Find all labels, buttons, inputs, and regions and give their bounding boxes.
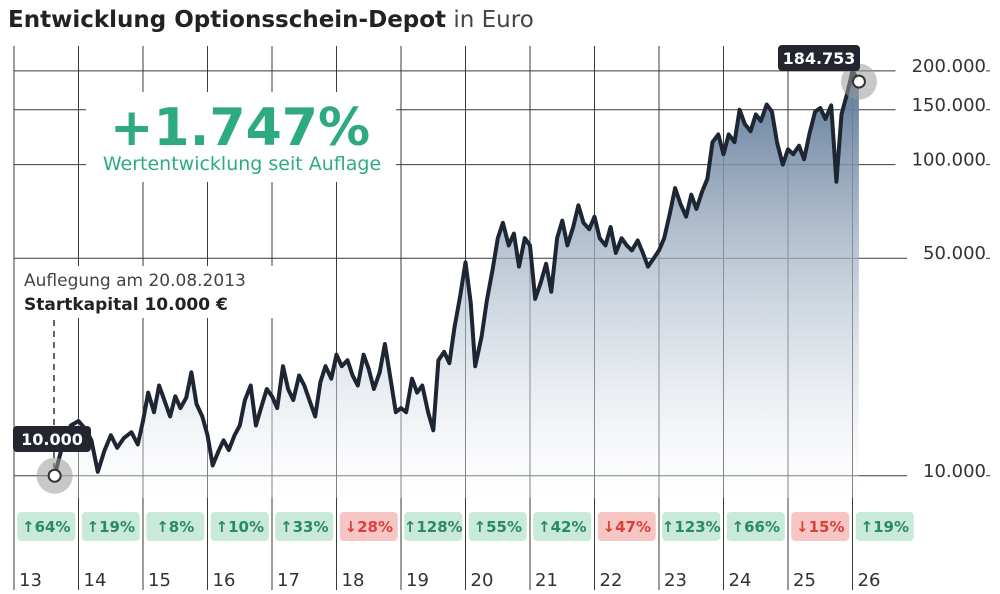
return-badge-text: ↑42% xyxy=(538,518,586,536)
y-tick-bg xyxy=(907,457,986,480)
return-badge-bg xyxy=(597,512,656,541)
x-tick-label: 25 xyxy=(793,570,816,591)
return-badge-text: ↑10% xyxy=(216,518,264,536)
y-tick-bg xyxy=(907,240,986,263)
x-tick-label: 17 xyxy=(277,570,300,591)
launch-annotation: Auflegung am 20.08.2013 Startkapital 10.… xyxy=(20,266,280,468)
return-badge-text: ↑123% xyxy=(662,518,721,536)
chart-title: Entwicklung Optionsschein-Depot in Euro xyxy=(8,7,534,33)
return-badge-20: ↑55% xyxy=(468,512,527,541)
return-badge-bg xyxy=(81,512,140,541)
return-badge-bg xyxy=(855,512,914,541)
area-path xyxy=(54,70,859,499)
y-tick-label: 50.000 xyxy=(923,243,986,264)
return-badge-18: ↓28% xyxy=(339,512,398,541)
start-callout-text: 10.000 xyxy=(21,430,83,449)
launch-capital: Startkapital 10.000 € xyxy=(24,295,228,315)
area-fill xyxy=(54,70,859,499)
start-marker-dot xyxy=(47,468,62,483)
return-badge-text: ↑64% xyxy=(22,518,70,536)
return-badge-15: ↑8% xyxy=(146,512,205,541)
end-marker-dot xyxy=(851,74,866,89)
return-badge-bg xyxy=(17,512,76,541)
headline-box: +1.747% Wertentwicklung seit Auflage xyxy=(86,92,396,182)
return-badge-26: ↑19% xyxy=(855,512,914,541)
headline-value: +1.747% xyxy=(110,98,370,158)
x-tick-label: 19 xyxy=(406,570,429,591)
start-callout: 10.000 xyxy=(13,426,91,452)
y-tick-label: 150.000 xyxy=(912,95,986,116)
end-callout-text: 184.753 xyxy=(783,49,856,68)
return-badge-bg xyxy=(404,512,463,541)
return-badge-text: ↑66% xyxy=(732,518,780,536)
x-tick-label: 14 xyxy=(84,570,107,591)
return-badge-bg xyxy=(468,512,527,541)
return-badge-19: ↑128% xyxy=(404,512,463,541)
return-badge-24: ↑66% xyxy=(726,512,785,541)
y-tick-label: 200.000 xyxy=(912,56,986,77)
launch-date: Auflegung am 20.08.2013 xyxy=(24,271,246,291)
return-badge-bg xyxy=(210,512,269,541)
x-tick-label: 21 xyxy=(535,570,558,591)
chart-title-bold: Entwicklung Optionsschein-Depot xyxy=(8,7,446,33)
return-badge-21: ↑42% xyxy=(533,512,592,541)
return-badge-text: ↑19% xyxy=(861,518,909,536)
return-badge-text: ↓47% xyxy=(603,518,651,536)
return-badge-16: ↑10% xyxy=(210,512,269,541)
return-badge-text: ↓15% xyxy=(796,518,844,536)
x-tick-label: 20 xyxy=(471,570,494,591)
headline-label: Wertentwicklung seit Auflage xyxy=(103,153,381,175)
x-tick-label: 15 xyxy=(148,570,171,591)
return-badge-22: ↓47% xyxy=(597,512,656,541)
y-tick-label: 10.000 xyxy=(923,461,986,482)
yearly-return-badges: ↑64% ↑19% ↑8% ↑10% ↑33% ↓28% ↑128% ↑55% ↑42% ↓47%… xyxy=(17,512,914,541)
return-badge-17: ↑33% xyxy=(275,512,334,541)
x-tick-label: 22 xyxy=(600,570,623,591)
return-badge-13: ↑64% xyxy=(17,512,76,541)
y-tick-bg xyxy=(895,52,986,75)
return-badge-bg xyxy=(533,512,592,541)
return-badge-bg xyxy=(726,512,785,541)
markers xyxy=(36,63,877,494)
return-badge-bg xyxy=(146,512,205,541)
x-tick-label: 26 xyxy=(858,570,881,591)
return-badge-text: ↓28% xyxy=(345,518,393,536)
return-badge-14: ↑19% xyxy=(81,512,140,541)
y-tick-bg xyxy=(895,91,986,114)
return-badge-23: ↑123% xyxy=(662,512,721,541)
return-badge-bg xyxy=(339,512,398,541)
return-badge-text: ↑8% xyxy=(156,518,194,536)
series-line xyxy=(52,68,861,478)
return-badge-bg xyxy=(275,512,334,541)
return-badge-text: ↑128% xyxy=(404,518,463,536)
series-path xyxy=(52,68,861,478)
return-badge-bg xyxy=(791,512,850,541)
x-tick-label: 24 xyxy=(729,570,752,591)
return-badge-25: ↓15% xyxy=(791,512,850,541)
return-badge-text: ↑19% xyxy=(87,518,135,536)
x-tick-label: 16 xyxy=(213,570,236,591)
chart-title-rest: in Euro xyxy=(446,7,534,33)
y-tick-bg xyxy=(895,146,986,169)
return-badge-text: ↑55% xyxy=(474,518,522,536)
x-tick-label: 13 xyxy=(19,570,42,591)
y-tick-label: 100.000 xyxy=(912,150,986,171)
x-tick-label: 23 xyxy=(664,570,687,591)
x-tick-label: 18 xyxy=(342,570,365,591)
return-badge-bg xyxy=(662,512,721,541)
y-axis-ticks: 10.000 50.000 100.000 150.000 200.000 xyxy=(895,52,986,482)
x-axis-ticks: 13 14 15 16 17 18 19 20 21 22 23 24 25 26 xyxy=(19,570,880,591)
return-badge-text: ↑33% xyxy=(280,518,328,536)
end-callout: 184.753 xyxy=(778,45,860,71)
